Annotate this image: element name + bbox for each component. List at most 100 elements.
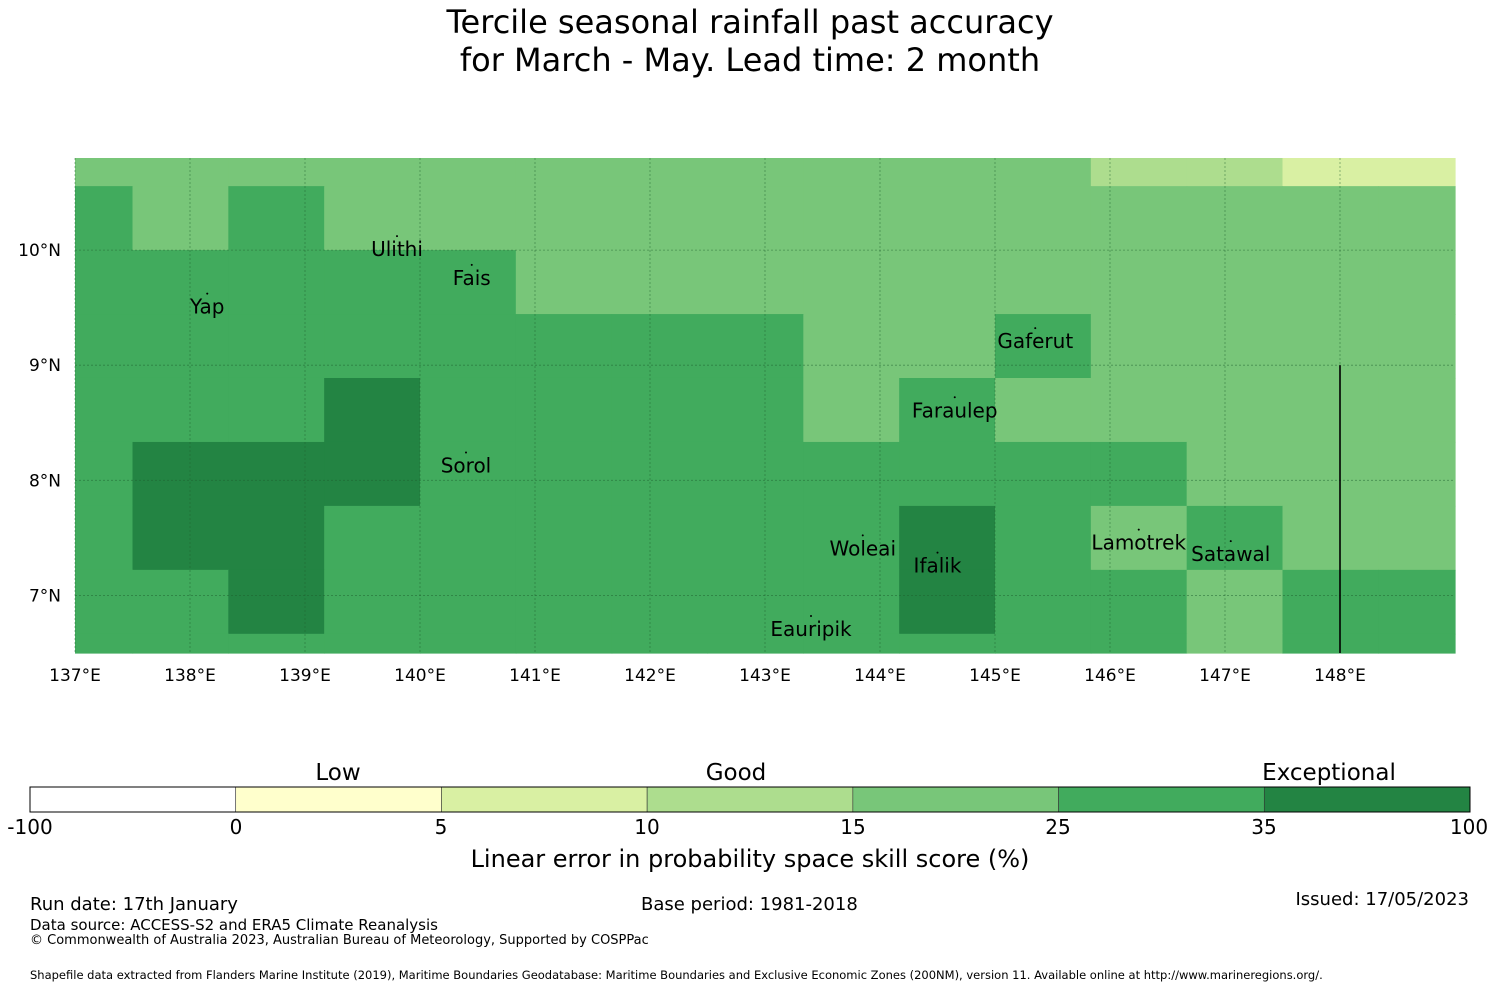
skill-cell [899, 569, 996, 635]
island-dot [861, 534, 864, 537]
colorbar [29, 786, 1471, 813]
skill-cell [803, 158, 900, 187]
skill-cell [515, 314, 613, 379]
skill-cell [995, 633, 1092, 654]
lat-tick-label: 8°N [29, 471, 61, 491]
lon-tick-label: 147°E [1199, 666, 1251, 686]
skill-cell [803, 186, 900, 251]
skill-cell [420, 158, 517, 187]
legend-tick: 100 [1449, 815, 1489, 839]
island-label: Eauripik [770, 617, 852, 641]
legend-tick: 35 [1251, 815, 1277, 839]
skill-cell [611, 158, 709, 187]
skill-cell [228, 314, 325, 379]
island-label: Woleai [829, 536, 896, 560]
skill-cell [1378, 158, 1456, 187]
skill-cell [228, 186, 325, 251]
legend-title: Linear error in probability space skill … [470, 845, 1030, 873]
colorbar-swatch [646, 786, 854, 813]
island-label: Gaferut [997, 329, 1073, 353]
skill-cell [515, 186, 613, 251]
skill-cell [132, 377, 229, 443]
skill-cell [515, 569, 613, 635]
skill-cell [803, 250, 900, 315]
skill-cell [1282, 505, 1379, 571]
skill-cell [420, 441, 517, 507]
skill-cell [707, 569, 804, 635]
lon-tick-label: 137°E [49, 666, 101, 686]
skill-cell [132, 505, 229, 571]
skill-cell [611, 441, 709, 507]
shapefile-credit: Shapefile data extracted from Flanders M… [30, 968, 1323, 982]
skill-cell [515, 158, 613, 187]
island-dot [465, 451, 467, 454]
title-line-2: for March - May. Lead time: 2 month [459, 41, 1041, 79]
skill-cell [1186, 441, 1284, 507]
skill-cell [420, 505, 517, 571]
skill-cell [1090, 633, 1188, 654]
skill-cell [1378, 250, 1456, 315]
island-dot [470, 263, 473, 266]
skill-cell [515, 441, 613, 507]
legend-category-good: Good [705, 760, 767, 786]
skill-cell [611, 314, 709, 379]
skill-cell [1378, 377, 1456, 443]
skill-cell [324, 633, 421, 654]
island-label: Lamotrek [1091, 531, 1186, 555]
skill-cell [228, 441, 325, 507]
skill-cell [995, 505, 1092, 571]
colorbar-swatch [852, 786, 1059, 813]
skill-cell [611, 505, 709, 571]
skill-cell [707, 633, 804, 654]
lon-tick-label: 146°E [1084, 666, 1136, 686]
skill-cell [1090, 441, 1188, 507]
skill-cell [515, 377, 613, 443]
island-label: Ulithi [371, 237, 423, 261]
skill-cell [75, 250, 134, 315]
skill-cell [1090, 377, 1188, 443]
skill-cell [611, 186, 709, 251]
skill-cell [228, 158, 325, 187]
skill-cell [611, 633, 709, 654]
skill-cell [228, 377, 325, 443]
skill-cell [132, 250, 229, 315]
run-date: Run date: 17th January [30, 894, 238, 915]
skill-cell [1282, 377, 1379, 443]
lon-tick-label: 145°E [969, 666, 1021, 686]
island-dot [1137, 528, 1140, 531]
colorbar-swatch [235, 786, 442, 813]
skill-cell [803, 633, 900, 654]
skill-cell [1186, 158, 1284, 187]
skill-cell [899, 314, 996, 379]
legend-category-exceptional: Exceptional [1262, 760, 1396, 786]
skill-cell [1090, 250, 1188, 315]
colorbar-swatch [29, 786, 237, 813]
skill-cell [1186, 377, 1284, 443]
skill-cell [75, 158, 134, 187]
issued-date: Issued: 17/05/2023 [1295, 889, 1469, 910]
skill-cell [1090, 158, 1188, 187]
skill-cell [132, 633, 229, 654]
lon-tick-label: 139°E [279, 666, 331, 686]
lat-tick-label: 7°N [29, 586, 61, 606]
skill-cell [75, 633, 134, 654]
legend-tick: 0 [229, 815, 243, 839]
skill-cell [75, 441, 134, 507]
skill-cell [1378, 186, 1456, 251]
skill-cell [324, 569, 421, 635]
lat-tick-label: 10°N [18, 241, 61, 261]
skill-cell [1282, 250, 1379, 315]
colorbar-swatch [1058, 786, 1265, 813]
skill-cell [611, 377, 709, 443]
island-dot [936, 551, 939, 554]
title-line-1: Tercile seasonal rainfall past accuracy [446, 3, 1054, 41]
skill-cell [1186, 505, 1284, 571]
skill-cell [1282, 186, 1379, 251]
skill-cell [515, 505, 613, 571]
skill-cell [1378, 505, 1456, 571]
island-label: Faraulep [912, 398, 998, 422]
skill-cell [228, 250, 325, 315]
skill-cell [324, 186, 421, 251]
skill-cell [420, 633, 517, 654]
skill-cell [611, 250, 709, 315]
